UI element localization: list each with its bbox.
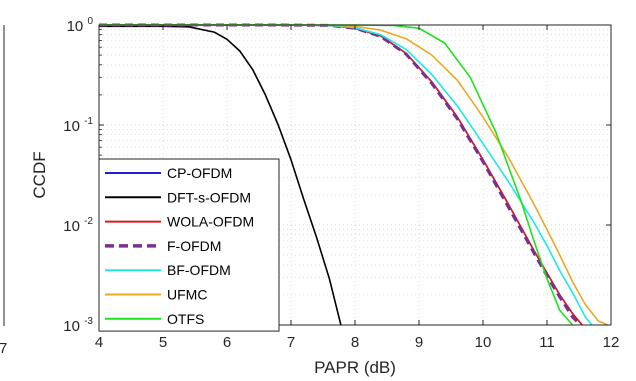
y-tick-label: 10 0	[67, 16, 94, 35]
y-tick-label: 10 -1	[63, 116, 93, 135]
legend-label: F-OFDM	[167, 238, 221, 254]
legend-label: WOLA-OFDM	[167, 214, 254, 230]
series-line-dft-s-ofdm	[99, 25, 342, 326]
x-tick-label: 4	[95, 334, 103, 351]
x-tick-label: 12	[603, 334, 620, 351]
x-tick-label: 6	[223, 334, 231, 351]
legend-label: CP-OFDM	[167, 165, 232, 181]
y-tick-label: 10 -3	[63, 316, 93, 335]
x-tick-label: 7	[287, 334, 295, 351]
x-tick-label: 10	[475, 334, 492, 351]
legend-box	[98, 158, 280, 332]
y-axis-label: CCDF	[30, 151, 49, 198]
x-axis-label: PAPR (dB)	[314, 358, 396, 377]
series-line-ufmc	[99, 24, 609, 326]
legend-label: OTFS	[167, 311, 204, 327]
left-edge-fragment: 7	[0, 340, 7, 357]
x-tick-label: 8	[351, 334, 359, 351]
y-tick-label: 10 -2	[63, 216, 93, 235]
legend-label: DFT-s-OFDM	[167, 189, 251, 205]
x-tick-label: 5	[159, 334, 167, 351]
legend-label: BF-OFDM	[167, 262, 231, 278]
x-tick-label: 9	[415, 334, 423, 351]
grid-lines	[99, 25, 611, 325]
x-tick-label: 11	[539, 334, 555, 351]
legend: CP-OFDM DFT-s-OFDM WOLA-OFDM F-OFDM BF-OFDM U…	[98, 158, 280, 332]
legend-label: UFMC	[167, 287, 207, 303]
